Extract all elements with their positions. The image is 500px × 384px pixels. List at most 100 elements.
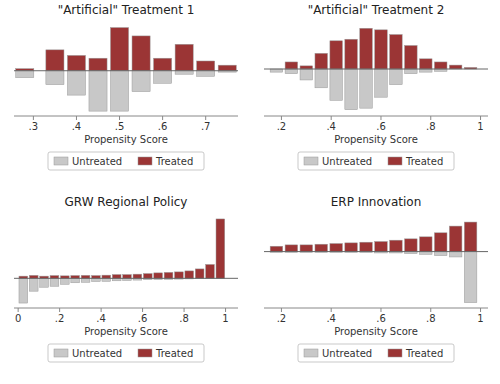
bar	[315, 244, 328, 251]
bar	[360, 69, 373, 108]
x-tick-label: .8	[426, 313, 436, 324]
plot-area	[16, 28, 237, 112]
bar	[195, 269, 204, 278]
bar	[360, 242, 373, 251]
bar	[420, 237, 433, 252]
x-tick	[142, 308, 143, 312]
x-axis	[264, 116, 488, 117]
bar	[46, 50, 64, 71]
legend-swatch	[138, 349, 152, 357]
bar	[285, 69, 298, 74]
zero-line	[14, 70, 238, 71]
x-tick	[480, 116, 481, 120]
x-tick	[33, 116, 34, 120]
x-tick	[331, 308, 332, 312]
zero-line	[264, 251, 488, 252]
legend-swatch	[304, 349, 318, 357]
plot-area	[19, 219, 225, 303]
x-tick-label: .4	[72, 121, 82, 132]
bar	[164, 272, 173, 278]
bar	[345, 243, 358, 252]
bar	[285, 245, 298, 252]
bar	[175, 44, 193, 70]
x-tick	[119, 116, 120, 120]
x-axis	[14, 116, 238, 117]
bar	[375, 30, 388, 69]
x-tick	[76, 116, 77, 120]
x-tick-label: .6	[158, 121, 168, 132]
legend: Untreated Treated	[48, 152, 204, 170]
zero-line	[14, 278, 238, 279]
x-axis-label: Propensity Score	[334, 326, 418, 337]
bar	[154, 71, 172, 84]
bar	[185, 271, 194, 278]
bar	[110, 71, 128, 111]
bar	[16, 71, 34, 78]
bar	[218, 65, 236, 71]
x-tick-label: .2	[277, 121, 287, 132]
bar	[405, 69, 418, 74]
x-tick	[430, 116, 431, 120]
bar	[345, 69, 358, 110]
x-axis-label: Propensity Score	[334, 134, 418, 145]
x-tick-label: .5	[115, 121, 125, 132]
panel: "Artificial" Treatment 2.2.4.6.81Propens…	[264, 3, 488, 170]
x-tick	[184, 308, 185, 312]
legend-label: Untreated	[322, 156, 372, 167]
bar	[330, 244, 343, 252]
bar	[405, 239, 418, 252]
x-tick-label: .6	[138, 313, 148, 324]
x-axis	[14, 308, 238, 309]
bar	[345, 39, 358, 69]
x-tick-label: 0	[15, 313, 21, 324]
legend-label: Untreated	[72, 156, 122, 167]
bar	[154, 58, 172, 71]
x-tick	[281, 308, 282, 312]
title: "Artificial" Treatment 1	[58, 3, 195, 17]
bar	[216, 219, 225, 278]
x-tick	[162, 116, 163, 120]
x-tick	[380, 116, 381, 120]
bar	[330, 41, 343, 69]
bar	[464, 222, 477, 252]
bar	[132, 36, 150, 71]
x-tick	[480, 308, 481, 312]
legend-label: Treated	[155, 156, 193, 167]
legend-swatch	[54, 349, 68, 357]
panel: GRW Regional Policy0.2.4.6.81Propensity …	[14, 195, 238, 362]
x-tick	[380, 308, 381, 312]
bar	[449, 252, 462, 257]
legend: Untreated Treated	[298, 152, 454, 170]
legend-frame	[298, 152, 454, 170]
bar	[464, 252, 477, 303]
legend-swatch	[388, 349, 402, 357]
x-axis	[264, 308, 488, 309]
x-tick	[18, 308, 19, 312]
bar	[390, 35, 403, 69]
legend-label: Untreated	[322, 348, 372, 359]
x-tick-label: .4	[96, 313, 106, 324]
bar	[206, 264, 215, 278]
bar	[46, 71, 64, 85]
bar	[40, 278, 49, 287]
x-tick-label: .7	[201, 121, 211, 132]
x-tick	[205, 116, 206, 120]
bar	[81, 278, 90, 282]
zero-line	[264, 69, 488, 70]
panel: "Artificial" Treatment 1.3.4.5.6.7Propen…	[14, 3, 238, 170]
bar	[133, 274, 142, 278]
legend-label: Treated	[405, 348, 443, 359]
x-axis-label: Propensity Score	[84, 326, 168, 337]
bar	[285, 62, 298, 69]
legend-label: Treated	[405, 156, 443, 167]
legend-label: Untreated	[72, 348, 122, 359]
x-axis-label: Propensity Score	[84, 134, 168, 145]
title: ERP Innovation	[331, 195, 422, 209]
x-tick-label: .4	[326, 313, 336, 324]
bar	[50, 278, 59, 286]
x-tick	[59, 308, 60, 312]
bar	[197, 71, 215, 77]
bar	[175, 272, 184, 278]
bar	[67, 55, 85, 70]
bar	[60, 278, 69, 284]
